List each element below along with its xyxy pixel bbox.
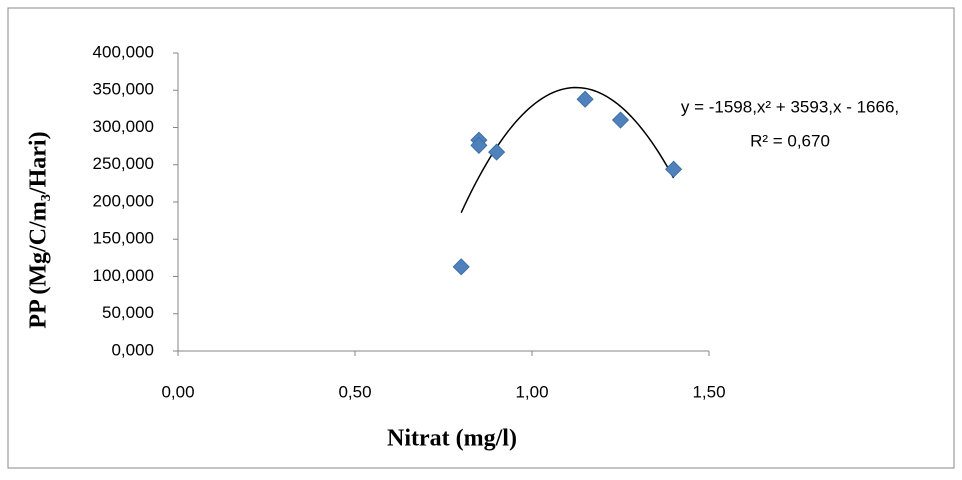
y-axis-title: PP (Mg/C/m₃/Hari) — [26, 131, 52, 328]
chart-border — [7, 7, 955, 469]
scatter-point — [611, 111, 630, 129]
trendline-equation: y = -1598,x² + 3593,x - 1666, — [681, 97, 899, 116]
x-tick-label: 0,00 — [161, 382, 194, 401]
scatter-point — [452, 258, 470, 276]
scatter-point — [665, 160, 683, 178]
y-tick-label: 300,000 — [93, 117, 154, 136]
y-tick-label: 200,000 — [93, 191, 154, 210]
scatter-point — [470, 136, 488, 154]
y-tick-label: 250,000 — [93, 154, 154, 173]
scatter-point — [488, 143, 506, 161]
scatter-point — [576, 90, 594, 108]
x-tick-label: 1,00 — [515, 382, 548, 401]
y-tick-label: 400,000 — [93, 42, 154, 61]
y-tick-label: 0,000 — [111, 340, 154, 359]
y-tick-label: 50,000 — [102, 303, 154, 322]
x-tick-label: 0,50 — [338, 382, 371, 401]
y-tick-label: 150,000 — [93, 229, 154, 248]
x-tick-label: 1,50 — [692, 382, 725, 401]
y-tick-label: 350,000 — [93, 80, 154, 99]
x-axis-title: Nitrat (mg/l) — [387, 426, 517, 452]
trendline-r2: R² = 0,670 — [750, 131, 830, 150]
y-tick-label: 100,000 — [93, 266, 154, 285]
